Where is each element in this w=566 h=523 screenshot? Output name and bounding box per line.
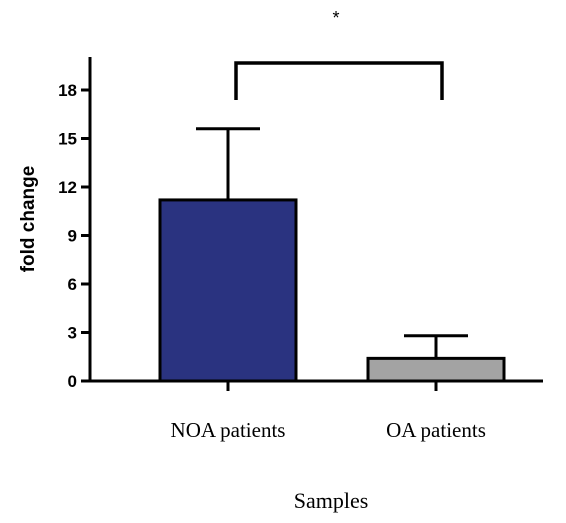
- significance-label: *: [332, 8, 339, 28]
- x-axis-title: Samples: [294, 488, 369, 513]
- bar: [366, 356, 506, 383]
- x-tick-label: NOA patients: [171, 418, 286, 442]
- significance-bracket-line: [234, 61, 444, 100]
- error-bars: [196, 127, 468, 359]
- bars: [158, 198, 506, 383]
- y-tick-label: 18: [58, 81, 77, 100]
- x-tick-label: OA patients: [386, 418, 486, 442]
- x-ticks: NOA patients OA patients: [171, 381, 486, 442]
- y-axis-title: fold change: [18, 166, 39, 273]
- y-tick-label: 12: [58, 178, 77, 197]
- significance-bracket: [234, 61, 444, 100]
- y-tick-label: 3: [68, 324, 77, 343]
- y-tick-label: 9: [68, 227, 77, 246]
- y-tick-label: 0: [68, 372, 77, 391]
- y-tick-label: 15: [58, 130, 77, 149]
- bar: [158, 198, 298, 383]
- y-tick-label: 6: [68, 275, 77, 294]
- y-ticks: 0 3 6 9 12 15 18: [58, 81, 90, 391]
